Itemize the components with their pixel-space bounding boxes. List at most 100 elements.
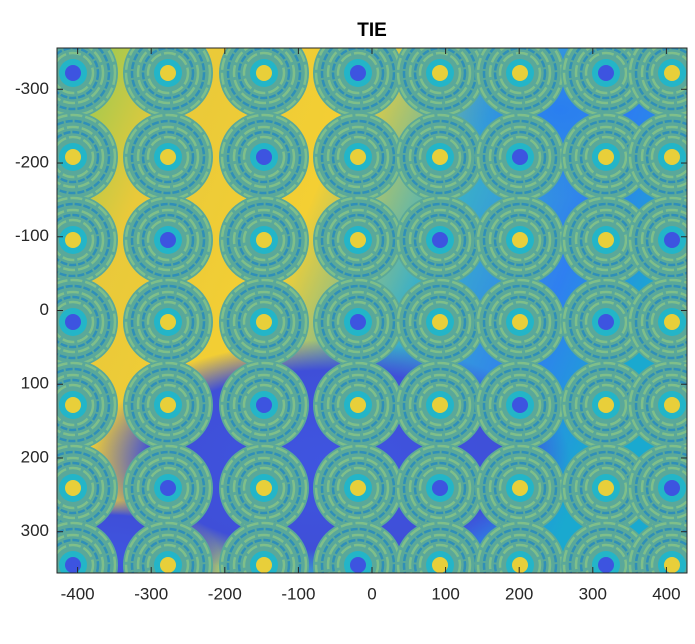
x-tick-label: -200 (208, 584, 242, 603)
ring (640, 456, 687, 520)
ring (482, 284, 558, 360)
ring (584, 383, 628, 427)
ring-center (664, 232, 680, 248)
ring-center (598, 149, 614, 165)
ring (331, 48, 385, 100)
ring (493, 213, 547, 267)
y-tick-label: 0 (40, 300, 49, 319)
ring (57, 295, 100, 349)
ring-center (350, 557, 366, 573)
ring-pattern (313, 443, 403, 533)
ring (634, 119, 687, 195)
ring-disc (57, 112, 118, 202)
ring-pattern (561, 112, 651, 202)
ring (498, 543, 542, 573)
ring-center (256, 149, 272, 165)
ring (136, 533, 200, 573)
ring-pattern (123, 48, 213, 118)
ring (584, 300, 628, 344)
ring-center (432, 480, 448, 496)
ring (650, 383, 687, 427)
ring-pattern (313, 360, 403, 450)
ring-pattern (123, 360, 213, 450)
ring-disc (219, 520, 309, 573)
ring-disc (627, 360, 687, 450)
ring-center (598, 397, 614, 413)
ring (320, 202, 396, 278)
ring (408, 373, 472, 437)
ring (220, 521, 308, 573)
ring-pattern (123, 195, 213, 285)
ring (130, 367, 206, 443)
ring-center (432, 232, 448, 248)
ring (336, 466, 380, 510)
ring-pattern (395, 443, 485, 533)
ring (326, 456, 390, 520)
ring (584, 466, 628, 510)
ring (146, 383, 190, 427)
ring (584, 135, 628, 179)
ring-pattern (395, 48, 485, 118)
ring (482, 367, 558, 443)
ring-center (432, 149, 448, 165)
ring-center (350, 149, 366, 165)
ring (488, 48, 552, 105)
ring-pattern (123, 277, 213, 367)
ring (488, 373, 552, 437)
ring-center (598, 557, 614, 573)
ring-center (350, 314, 366, 330)
ring-center (256, 65, 272, 81)
ring (408, 125, 472, 189)
ring (634, 202, 687, 278)
ring (57, 48, 105, 105)
ring (130, 527, 206, 573)
ring-center (512, 65, 528, 81)
ring (232, 125, 296, 189)
ring (237, 48, 291, 100)
ring (408, 533, 472, 573)
ring (146, 466, 190, 510)
ring (331, 538, 385, 573)
ring-pattern (475, 443, 565, 533)
ring (57, 135, 95, 179)
ring-center (512, 557, 528, 573)
ring (242, 218, 286, 262)
ring-center (664, 397, 680, 413)
ring-center (512, 232, 528, 248)
ring (57, 527, 111, 573)
ring (226, 48, 302, 111)
ring (136, 456, 200, 520)
ring (331, 295, 385, 349)
ring-pattern (395, 360, 485, 450)
ring (336, 218, 380, 262)
ring (413, 130, 467, 184)
ring (488, 125, 552, 189)
ring-center (432, 314, 448, 330)
ring-pattern (57, 520, 118, 573)
ring (326, 208, 390, 272)
ring (242, 51, 286, 95)
ring (645, 378, 687, 432)
ring-pattern (313, 195, 403, 285)
ring (482, 527, 558, 573)
ring (584, 51, 628, 95)
ring-center (598, 65, 614, 81)
ring (320, 367, 396, 443)
ring (136, 48, 200, 105)
ring-center (65, 149, 81, 165)
ring (336, 51, 380, 95)
ring-pattern (395, 277, 485, 367)
ring (136, 208, 200, 272)
ring (640, 533, 687, 573)
ring (650, 218, 687, 262)
ring-disc (627, 112, 687, 202)
ring (57, 130, 100, 184)
ring (645, 48, 687, 100)
ring-pattern (219, 443, 309, 533)
ring (130, 284, 206, 360)
ring-pattern (627, 520, 687, 573)
ring (336, 300, 380, 344)
ring-pattern (395, 195, 485, 285)
y-tick-label: -300 (15, 79, 49, 98)
